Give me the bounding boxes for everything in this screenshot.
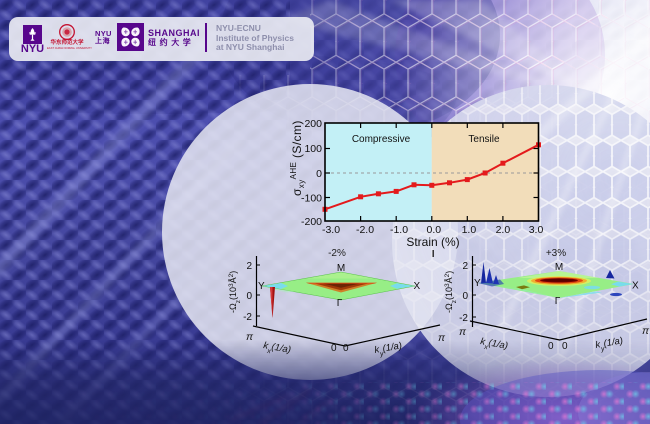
svg-text:π: π <box>246 331 254 343</box>
svg-text:3.0: 3.0 <box>529 224 544 236</box>
svg-text:X: X <box>414 281 421 292</box>
svg-text:-1.0: -1.0 <box>390 224 408 236</box>
svg-text:-2: -2 <box>459 313 468 324</box>
svg-text:M: M <box>337 263 345 274</box>
svg-text:0: 0 <box>548 341 554 352</box>
svg-text:-Ωz(103Å2): -Ωz(103Å2) <box>444 271 458 313</box>
svg-text:-2: -2 <box>243 312 252 323</box>
svg-text:0: 0 <box>562 341 568 352</box>
svg-text:π: π <box>438 332 446 344</box>
svg-text:Γ: Γ <box>555 296 561 307</box>
svg-text:-100: -100 <box>301 193 322 205</box>
svg-text:+3%: +3% <box>546 248 566 259</box>
svg-text:0.0: 0.0 <box>426 224 441 236</box>
svg-text:Y: Y <box>474 278 481 289</box>
svg-text:100: 100 <box>304 143 322 155</box>
svg-text:-2.0: -2.0 <box>356 224 374 236</box>
svg-text:2: 2 <box>462 261 468 272</box>
svg-text:-Ωz(103Å2): -Ωz(103Å2) <box>228 271 242 313</box>
svg-text:200: 200 <box>304 118 322 130</box>
svg-text:kx(1/a): kx(1/a) <box>262 340 292 358</box>
svg-text:Strain (%): Strain (%) <box>406 235 459 249</box>
svg-text:Y: Y <box>258 281 265 292</box>
svg-text:kx(1/a): kx(1/a) <box>479 336 509 354</box>
svg-text:0: 0 <box>343 343 349 354</box>
svg-text:0: 0 <box>316 168 322 180</box>
svg-text:X: X <box>632 281 639 292</box>
svg-text:π: π <box>642 325 650 337</box>
svg-text:0: 0 <box>246 291 252 302</box>
svg-text:Compressive: Compressive <box>352 134 411 145</box>
svg-text:-3.0: -3.0 <box>322 224 340 236</box>
svg-text:π: π <box>459 326 467 338</box>
svg-text:Tensile: Tensile <box>468 134 500 145</box>
svg-text:ky(1/a): ky(1/a) <box>374 340 404 358</box>
svg-text:-200: -200 <box>301 216 322 228</box>
svg-text:σxyAHE (S/cm): σxyAHE (S/cm) <box>289 120 306 196</box>
svg-text:-2%: -2% <box>328 248 346 259</box>
svg-text:2.0: 2.0 <box>496 224 511 236</box>
svg-text:M: M <box>555 262 563 273</box>
svg-text:2: 2 <box>246 261 252 272</box>
svg-text:ky(1/a): ky(1/a) <box>595 335 625 353</box>
svg-text:Γ: Γ <box>337 298 343 309</box>
svg-text:0: 0 <box>331 343 337 354</box>
svg-text:1.0: 1.0 <box>462 224 477 236</box>
svg-text:0: 0 <box>462 291 468 302</box>
